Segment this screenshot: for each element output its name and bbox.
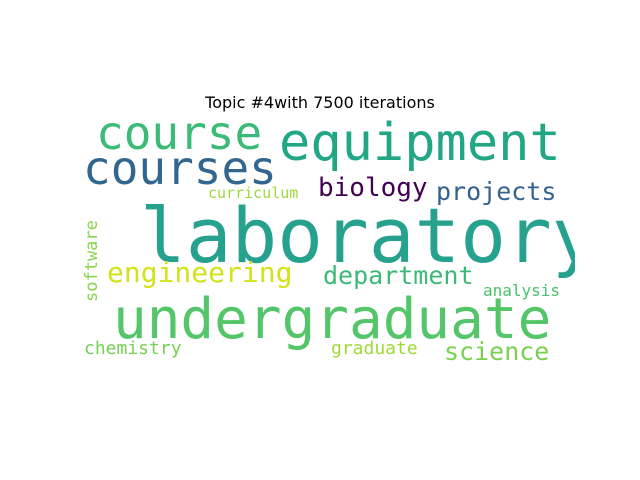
word-chemistry: chemistry [84,338,182,359]
word-undergraduate: undergraduate [113,287,552,352]
word-cloud: laboratory undergraduate equipment cours… [75,115,575,365]
word-software: software [82,220,102,302]
word-department: department [323,261,474,290]
word-graduate: graduate [331,338,418,359]
word-engineering: engineering [107,256,293,289]
word-biology: biology [318,173,428,203]
word-projects: projects [436,177,557,206]
word-science: science [444,337,550,365]
word-curriculum: curriculum [208,184,299,202]
word-analysis: analysis [483,281,561,300]
word-equipment: equipment [279,115,561,173]
word-laboratory: laboratory [140,191,575,280]
word-course: course [96,115,263,160]
word-courses: courses [83,141,277,195]
chart-title: Topic #4with 7500 iterations [205,93,435,112]
